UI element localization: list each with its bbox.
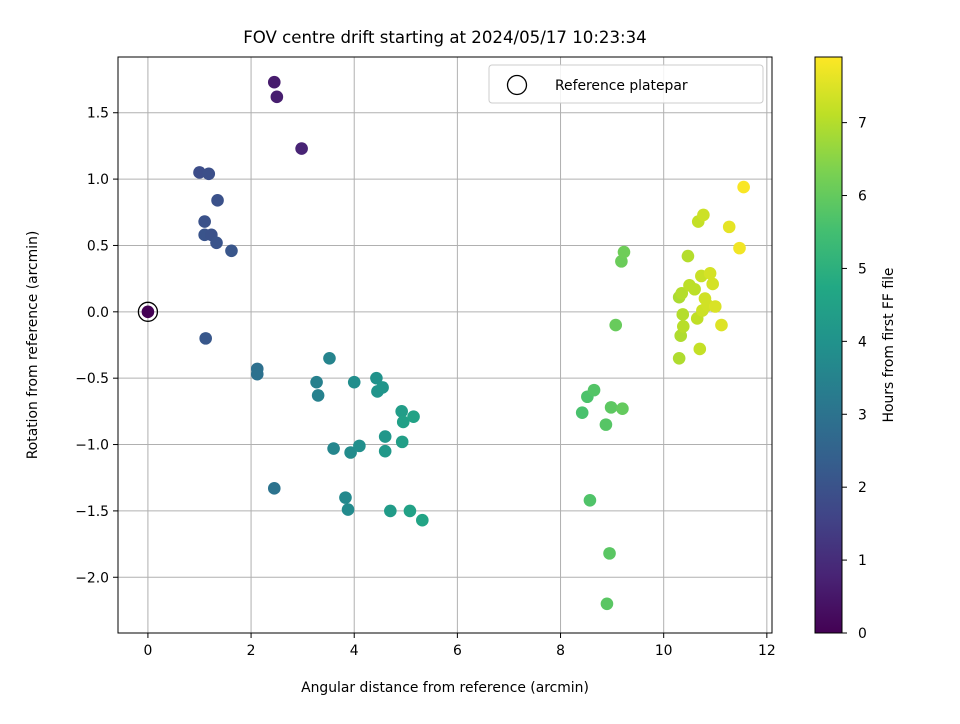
scatter-point bbox=[225, 244, 238, 258]
scatter-point bbox=[672, 351, 686, 365]
x-axis-ticks: 0 2 4 6 8 10 12 bbox=[143, 633, 776, 659]
scatter-point bbox=[416, 513, 429, 527]
y-tick-label: −0.5 bbox=[75, 371, 109, 387]
scatter-point bbox=[617, 245, 631, 259]
scatter-point bbox=[676, 308, 690, 321]
colorbar-tick-label: 2 bbox=[858, 480, 867, 496]
scatter-point bbox=[267, 482, 281, 495]
scatter-point bbox=[193, 166, 206, 179]
x-tick-label: 6 bbox=[453, 643, 462, 659]
scatter-point bbox=[396, 415, 410, 429]
scatter-point bbox=[384, 504, 397, 518]
scatter-point bbox=[141, 305, 155, 319]
scatter-point bbox=[353, 439, 366, 453]
colorbar-tick-label: 0 bbox=[858, 626, 867, 642]
colorbar-tick-label: 6 bbox=[858, 189, 867, 205]
colorbar-tick-label: 4 bbox=[858, 334, 867, 350]
scatter-point bbox=[697, 208, 710, 222]
chart-title: FOV centre drift starting at 2024/05/17 … bbox=[243, 28, 647, 47]
x-tick-label: 10 bbox=[655, 643, 673, 659]
scatter-point bbox=[609, 318, 623, 332]
legend-box bbox=[488, 64, 764, 104]
x-tick-label: 12 bbox=[758, 643, 776, 659]
scatter-point bbox=[327, 442, 340, 455]
legend-label-reference: Reference platepar bbox=[555, 78, 688, 94]
scatter-point bbox=[311, 389, 325, 402]
legend-marker-reference bbox=[506, 74, 528, 96]
scatter-point bbox=[202, 167, 216, 181]
scatter-point bbox=[604, 401, 618, 414]
scatter-point bbox=[199, 332, 212, 345]
scatter-point bbox=[378, 430, 392, 443]
y-axis-ticks: −2.0 −1.5 −1.0 −0.5 0.0 0.5 1.0 1.5 bbox=[75, 106, 118, 586]
scatter-point bbox=[681, 249, 695, 263]
scatter-points bbox=[137, 75, 750, 611]
scatter-point bbox=[737, 180, 750, 194]
scatter-point bbox=[376, 381, 389, 394]
colorbar-ticks: 0 1 2 3 4 5 6 7 bbox=[842, 116, 867, 642]
reference-marker bbox=[137, 301, 159, 322]
scatter-point bbox=[733, 241, 746, 255]
scatter-point bbox=[616, 402, 629, 416]
scatter-point bbox=[339, 491, 352, 504]
scatter-point bbox=[703, 267, 717, 280]
y-tick-label: 1.5 bbox=[87, 106, 109, 122]
y-tick-label: 1.0 bbox=[87, 172, 109, 188]
colorbar-tick-label: 1 bbox=[858, 553, 867, 569]
x-tick-label: 2 bbox=[247, 643, 256, 659]
colorbar: 0 1 2 3 4 5 6 7 Hours from first FF file bbox=[814, 56, 897, 642]
scatter-point bbox=[600, 597, 614, 611]
scatter-point bbox=[706, 277, 719, 291]
x-tick-label: 4 bbox=[350, 643, 359, 659]
scatter-point bbox=[295, 142, 308, 155]
scatter-point bbox=[688, 282, 701, 296]
scatter-point bbox=[395, 435, 409, 449]
gridlines bbox=[118, 57, 772, 633]
y-tick-label: −1.5 bbox=[75, 504, 109, 520]
colorbar-tick-label: 7 bbox=[858, 116, 867, 132]
scatter-point bbox=[211, 194, 224, 207]
scatter-point bbox=[722, 220, 736, 234]
scatter-point bbox=[583, 493, 597, 507]
scatter-point bbox=[378, 444, 392, 458]
scatter-point bbox=[198, 215, 211, 228]
scatter-point bbox=[370, 371, 383, 385]
x-tick-label: 0 bbox=[143, 643, 152, 659]
scatter-point bbox=[676, 320, 690, 333]
colorbar-label: Hours from first FF file bbox=[881, 268, 897, 423]
scatter-point bbox=[341, 503, 355, 516]
scatter-point bbox=[575, 406, 589, 419]
y-tick-label: 0.0 bbox=[87, 305, 109, 321]
scatter-point bbox=[715, 318, 728, 332]
x-axis-label: Angular distance from reference (arcmin) bbox=[301, 680, 589, 696]
colorbar-tick-label: 3 bbox=[858, 407, 867, 423]
x-tick-label: 8 bbox=[556, 643, 565, 659]
scatter-point bbox=[693, 342, 707, 356]
scatter-point bbox=[603, 547, 616, 560]
scatter-point bbox=[267, 75, 281, 89]
plot-frame bbox=[117, 56, 773, 634]
scatter-point bbox=[310, 375, 323, 389]
y-tick-label: 0.5 bbox=[87, 238, 109, 254]
scatter-point bbox=[599, 418, 613, 431]
scatter-point bbox=[344, 446, 357, 459]
scatter-point bbox=[250, 367, 264, 381]
scatter-point bbox=[708, 300, 722, 313]
scatter-point bbox=[403, 504, 417, 518]
scatter-point bbox=[395, 405, 408, 418]
scatter-point bbox=[347, 375, 361, 389]
scatter-point bbox=[323, 351, 336, 365]
scatter-point bbox=[210, 236, 223, 250]
scatter-point bbox=[675, 286, 689, 300]
scatter-point bbox=[587, 383, 601, 397]
y-axis-label: Rotation from reference (arcmin) bbox=[25, 231, 41, 460]
colorbar-gradient bbox=[814, 56, 843, 634]
legend: Reference platepar bbox=[488, 64, 764, 104]
y-tick-label: −2.0 bbox=[75, 570, 109, 586]
colorbar-tick-label: 5 bbox=[858, 261, 867, 277]
y-tick-label: −1.0 bbox=[75, 438, 109, 454]
scatter-point bbox=[270, 90, 284, 104]
scatter-point bbox=[407, 410, 420, 423]
